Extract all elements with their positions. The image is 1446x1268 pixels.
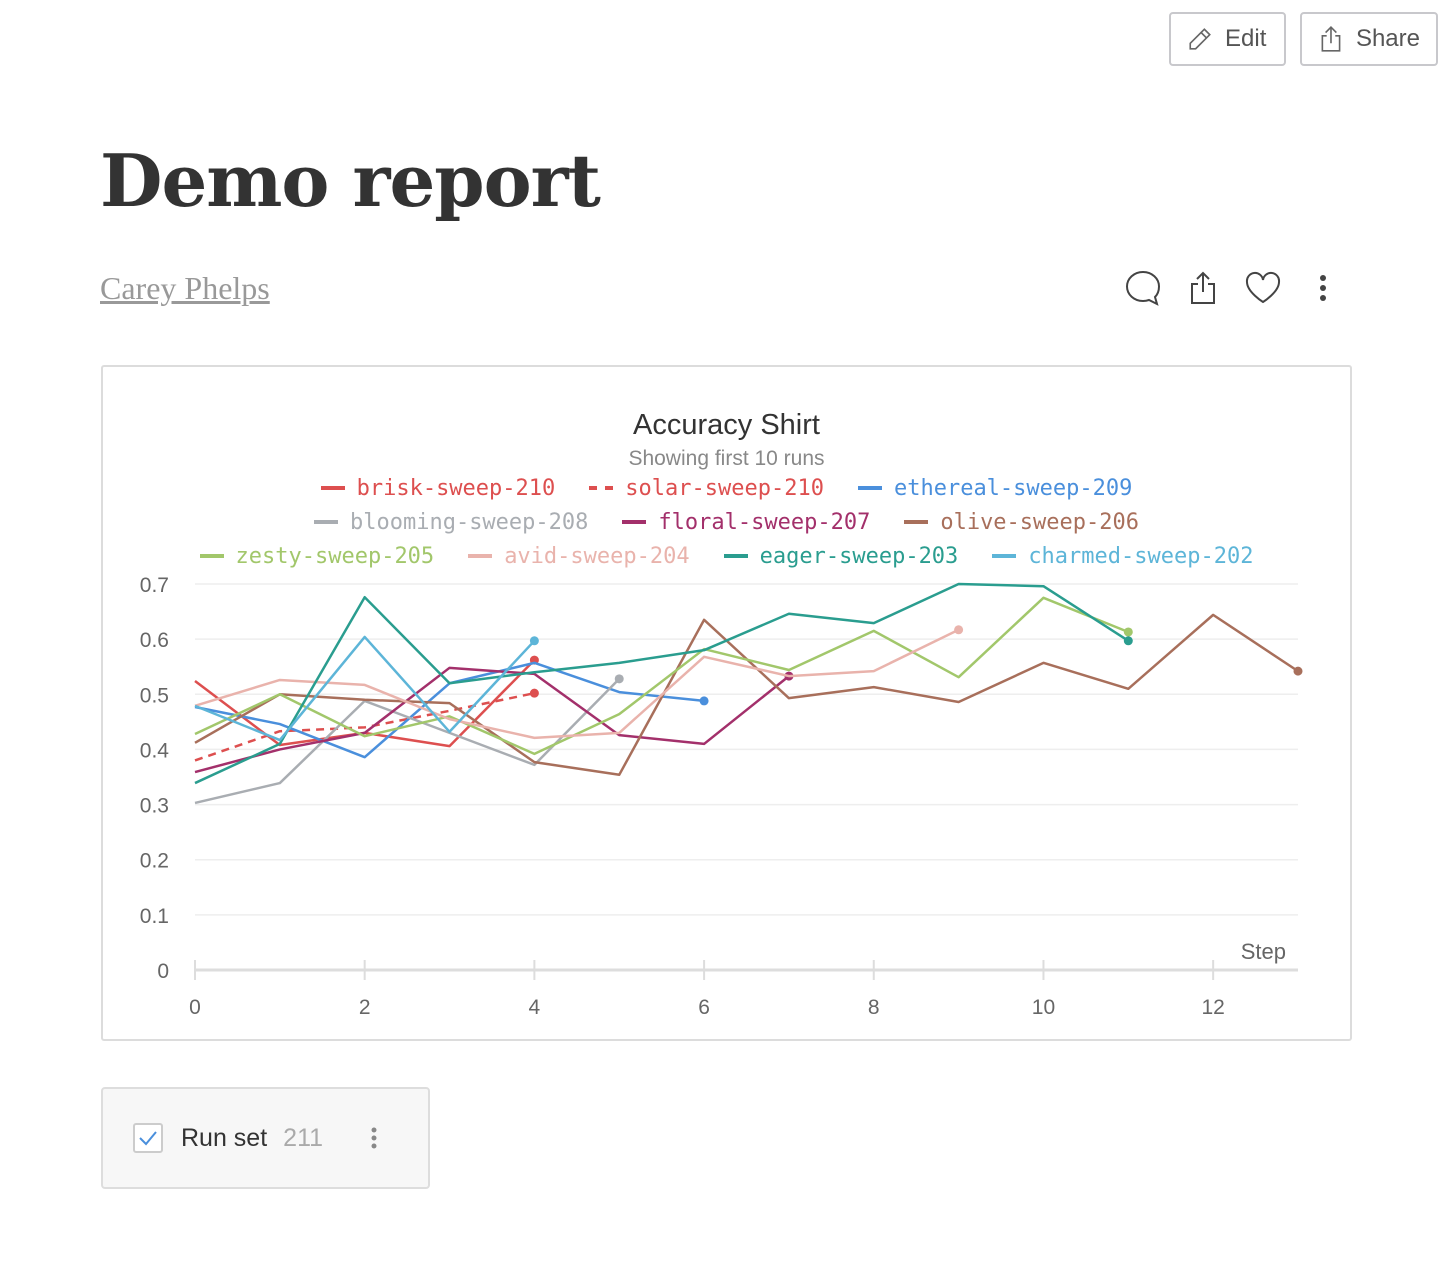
- legend-swatch: [468, 554, 493, 558]
- x-tick-label: 0: [189, 996, 201, 1019]
- legend-item[interactable]: zesty-sweep-205: [199, 543, 435, 569]
- check-icon: [139, 1131, 157, 1146]
- comment-icon[interactable]: [1124, 268, 1162, 308]
- chart-title: Accuracy Shirt: [633, 409, 820, 441]
- y-tick-label: 0.3: [140, 795, 169, 818]
- legend-swatch: [992, 554, 1017, 558]
- y-tick-label: 0.4: [140, 739, 170, 762]
- series-end-point: [1123, 636, 1133, 646]
- legend-label: olive-sweep-206: [940, 509, 1140, 535]
- legend-label: avid-sweep-204: [504, 543, 690, 569]
- legend-item[interactable]: blooming-sweep-208: [313, 509, 589, 535]
- series-line: [194, 596, 1129, 756]
- y-tick-label: 0.2: [140, 850, 169, 873]
- series-avid-sweep-204: [194, 625, 964, 740]
- page-title: Demo report: [100, 138, 601, 223]
- legend-item[interactable]: brisk-sweep-210: [320, 475, 556, 501]
- series-end-point: [1123, 627, 1133, 637]
- chart-subtitle: Showing first 10 runs: [628, 447, 825, 470]
- edit-button[interactable]: Edit: [1169, 12, 1286, 66]
- series-charmed-sweep-202: [194, 635, 539, 742]
- legend-swatch: [622, 520, 647, 524]
- x-tick-label: 4: [529, 996, 541, 1019]
- x-tick-label: 8: [868, 996, 880, 1019]
- series-line: [194, 582, 1129, 785]
- legend-label: ethereal-sweep-209: [893, 475, 1133, 501]
- line-chart: 0 0.1 0.2 0.3 0.4 0.5 0.6 0.7 0 2 4 6 8 10 12 Step: [140, 574, 1303, 1019]
- legend-swatch: [723, 554, 748, 558]
- legend-label: eager-sweep-203: [759, 543, 959, 569]
- share-label: Share: [1355, 25, 1420, 52]
- series-end-point: [529, 636, 539, 646]
- series-solar-sweep-210: [194, 688, 539, 762]
- share-icon: [1321, 26, 1341, 52]
- legend-item[interactable]: ethereal-sweep-209: [857, 475, 1133, 501]
- series-line: [194, 635, 536, 742]
- legend-label: zesty-sweep-205: [235, 543, 435, 569]
- x-tick-label: 6: [698, 996, 710, 1019]
- legend-swatch: [904, 520, 929, 524]
- series-line: [194, 666, 790, 774]
- chart-panel: 0 0.1 0.2 0.3 0.4 0.5 0.6 0.7 0 2 4 6 8 10 12 Step Accu…: [101, 365, 1352, 1041]
- y-tick-label: 0.5: [140, 684, 169, 707]
- legend-item[interactable]: olive-sweep-206: [904, 510, 1139, 535]
- series-end-point: [529, 688, 539, 698]
- run-set-count: 211: [283, 1123, 324, 1152]
- y-tick-label: 0: [157, 960, 169, 983]
- share-button[interactable]: Share: [1300, 12, 1438, 66]
- legend-swatch: [199, 554, 224, 558]
- series-end-point: [954, 625, 964, 635]
- edit-label: Edit: [1225, 25, 1267, 52]
- series-zesty-sweep-205: [194, 596, 1133, 756]
- series-line: [194, 677, 621, 805]
- x-tick-label: 12: [1201, 996, 1224, 1019]
- legend-label: floral-sweep-207: [658, 509, 871, 535]
- series-eager-sweep-203: [194, 582, 1133, 785]
- series-line: [194, 661, 705, 759]
- series-end-point: [1293, 666, 1303, 676]
- share-icon[interactable]: [1184, 268, 1222, 308]
- legend-item[interactable]: charmed-sweep-202: [992, 544, 1253, 569]
- legend-swatch: [313, 520, 338, 524]
- legend-item[interactable]: eager-sweep-203: [723, 543, 959, 569]
- legend-item[interactable]: solar-sweep-210: [589, 476, 824, 501]
- legend-row: zesty-sweep-205 avid-sweep-204 eager-sweep…: [199, 542, 1253, 570]
- y-tick-label: 0.1: [140, 905, 169, 928]
- series-line: [194, 628, 960, 740]
- more-vertical-icon[interactable]: [1304, 268, 1342, 308]
- x-axis-label: Step: [1241, 939, 1286, 964]
- run-set-checkbox[interactable]: [133, 1123, 163, 1153]
- chart-legend: brisk-sweep-210 solar-sweep-210 ethereal-s…: [103, 474, 1350, 570]
- report-actions: [1124, 268, 1342, 308]
- legend-swatch: [320, 486, 345, 490]
- heart-icon[interactable]: [1244, 268, 1282, 308]
- series-end-point: [699, 696, 709, 706]
- legend-label: brisk-sweep-210: [356, 475, 556, 501]
- y-tick-label: 0.6: [140, 629, 169, 652]
- legend-item[interactable]: floral-sweep-207: [622, 510, 870, 535]
- legend-label: solar-sweep-210: [625, 475, 824, 501]
- legend-label: blooming-sweep-208: [349, 509, 589, 535]
- pencil-icon: [1189, 28, 1211, 50]
- series-blooming-sweep-208: [194, 674, 624, 805]
- x-tick-label: 10: [1032, 996, 1055, 1019]
- legend-row: brisk-sweep-210 solar-sweep-210 ethereal-s…: [320, 474, 1133, 502]
- more-vertical-icon[interactable]: [371, 1127, 377, 1149]
- run-set-label: Run set: [181, 1123, 268, 1152]
- series-end-point: [614, 674, 624, 684]
- run-set-panel: Run set 211: [101, 1087, 430, 1189]
- legend-swatch: [857, 486, 882, 490]
- legend-row: blooming-sweep-208 floral-sweep-207 olive-…: [313, 508, 1139, 536]
- legend-swatch: [589, 486, 614, 490]
- y-tick-label: 0.7: [140, 574, 169, 597]
- legend-item[interactable]: avid-sweep-204: [468, 543, 690, 569]
- x-tick-label: 2: [359, 996, 371, 1019]
- series-line: [194, 691, 535, 762]
- author-link[interactable]: Carey Phelps: [100, 270, 270, 306]
- legend-label: charmed-sweep-202: [1028, 543, 1254, 569]
